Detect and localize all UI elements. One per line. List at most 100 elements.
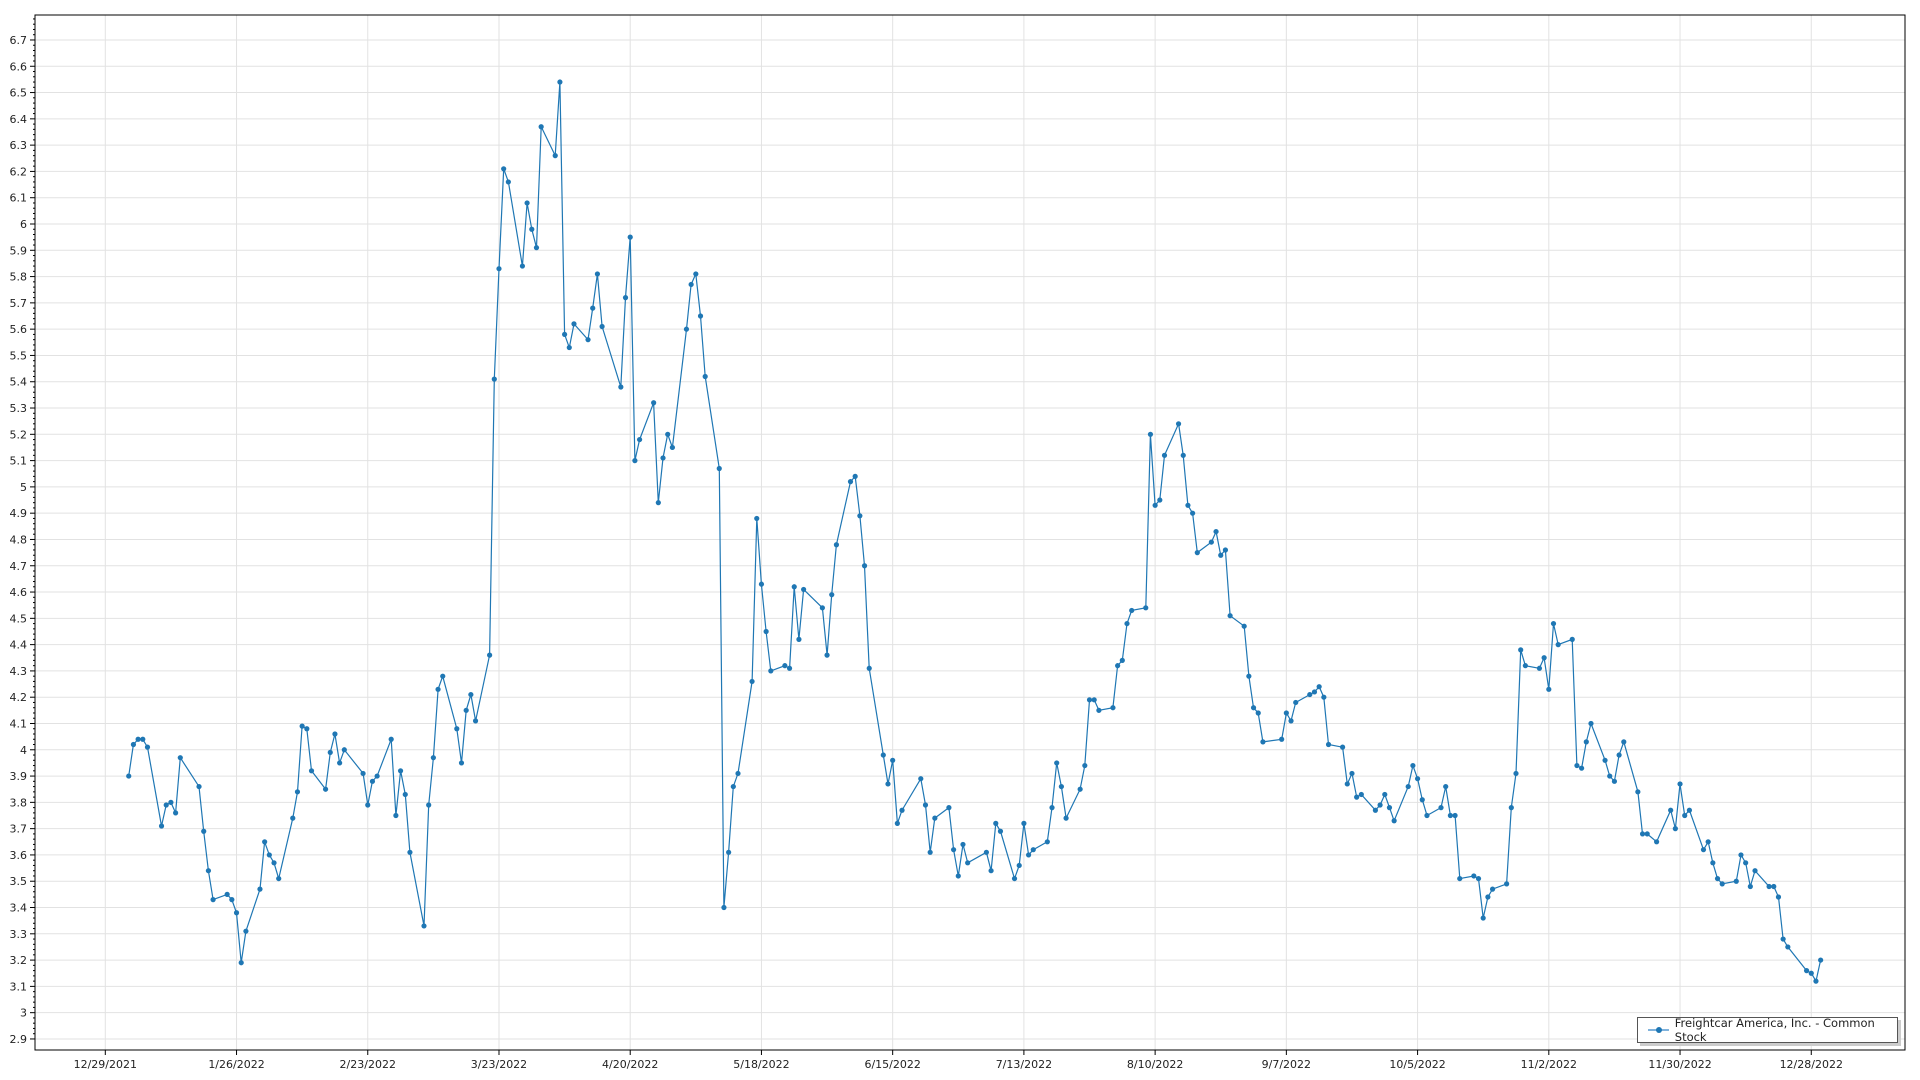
data-point <box>388 736 394 742</box>
data-point <box>599 323 605 330</box>
data-point <box>1077 786 1083 792</box>
data-point <box>1255 710 1261 716</box>
data-point <box>1124 620 1130 627</box>
data-point <box>393 812 399 819</box>
data-point <box>735 770 741 777</box>
data-point <box>1218 552 1224 558</box>
data-point <box>697 313 704 319</box>
data-point <box>374 773 380 779</box>
data-point <box>829 592 835 598</box>
data-point <box>1414 776 1421 782</box>
data-point <box>1161 452 1168 458</box>
data-point <box>622 295 629 301</box>
data-point <box>702 373 708 380</box>
data-point <box>332 731 338 737</box>
data-point <box>365 802 371 808</box>
y-tick-label: 5.9 <box>10 244 28 257</box>
series-line <box>128 81 1822 983</box>
data-point <box>1616 752 1622 758</box>
data-point <box>1129 607 1135 614</box>
y-tick-label: 4.3 <box>10 665 28 678</box>
data-point <box>651 400 657 406</box>
data-point <box>1190 510 1196 516</box>
data-point <box>177 755 183 761</box>
y-tick-label: 3.9 <box>10 770 28 783</box>
data-point <box>791 584 797 590</box>
data-point <box>932 815 938 821</box>
data-point <box>1714 875 1721 882</box>
data-point <box>1021 820 1027 826</box>
y-tick-label: 6 <box>20 218 27 231</box>
data-point <box>1222 547 1229 553</box>
data-point <box>726 849 732 855</box>
data-point <box>1574 762 1580 769</box>
data-point <box>716 465 722 472</box>
data-point <box>1775 894 1782 900</box>
data-point <box>458 760 465 766</box>
data-point <box>922 802 929 808</box>
data-point <box>1354 794 1360 800</box>
data-point <box>1654 839 1660 845</box>
data-point <box>257 886 263 892</box>
x-tick-label: 9/7/2022 <box>1262 1058 1311 1071</box>
y-tick-label: 4.6 <box>10 586 28 599</box>
grid <box>35 15 1905 1050</box>
data-point <box>430 755 436 761</box>
y-tick-label: 3 <box>20 1007 27 1020</box>
data-point <box>1143 605 1149 611</box>
data-point <box>1086 697 1093 703</box>
x-tick-label: 5/18/2022 <box>733 1058 789 1071</box>
data-point <box>1152 502 1158 508</box>
data-point <box>833 542 840 548</box>
x-tick-label: 6/15/2022 <box>864 1058 920 1071</box>
data-point <box>1705 839 1711 845</box>
data-point <box>688 281 694 288</box>
data-point <box>308 768 315 774</box>
data-point <box>561 331 568 338</box>
data-point <box>243 928 249 934</box>
y-tick-label: 4 <box>20 744 27 757</box>
data-point <box>463 707 469 713</box>
data-point <box>1025 852 1032 858</box>
data-point <box>1752 868 1758 874</box>
data-point <box>1569 636 1575 642</box>
data-point <box>337 760 343 766</box>
data-point <box>519 263 526 269</box>
data-point <box>402 791 408 798</box>
data-point <box>918 776 924 782</box>
data-point <box>1771 883 1777 890</box>
x-axis: 12/29/2021 1/26/2022 2/23/2022 3/23/2022 4/2… <box>74 1050 1843 1071</box>
y-tick-label: 3.7 <box>10 823 28 836</box>
data-point <box>1147 431 1154 437</box>
data-point <box>1030 847 1036 853</box>
data-point <box>1260 739 1266 745</box>
data-point <box>290 815 296 821</box>
data-point <box>894 820 900 826</box>
data-point <box>590 305 596 311</box>
data-point <box>585 337 591 343</box>
data-point <box>1700 847 1707 853</box>
y-tick-label: 6.6 <box>10 60 28 73</box>
data-point <box>1513 770 1519 777</box>
data-point <box>1443 783 1449 790</box>
x-tick-label: 12/29/2021 <box>74 1058 137 1071</box>
data-point <box>1241 623 1247 629</box>
data-point <box>505 179 511 185</box>
data-point <box>1475 875 1482 882</box>
data-point <box>1246 673 1252 679</box>
data-point <box>1747 883 1753 890</box>
data-point <box>1058 783 1064 790</box>
y-tick-label: 6.2 <box>10 165 28 178</box>
data-point <box>1307 691 1313 698</box>
data-point <box>960 841 966 848</box>
data-point <box>201 828 207 834</box>
data-point <box>1063 815 1069 821</box>
data-point <box>983 849 990 855</box>
data-point <box>538 124 544 130</box>
data-point <box>1611 778 1618 784</box>
data-point <box>566 344 572 351</box>
data-point <box>768 668 774 674</box>
data-point <box>524 200 530 206</box>
data-point <box>861 563 868 569</box>
data-point <box>369 778 376 784</box>
